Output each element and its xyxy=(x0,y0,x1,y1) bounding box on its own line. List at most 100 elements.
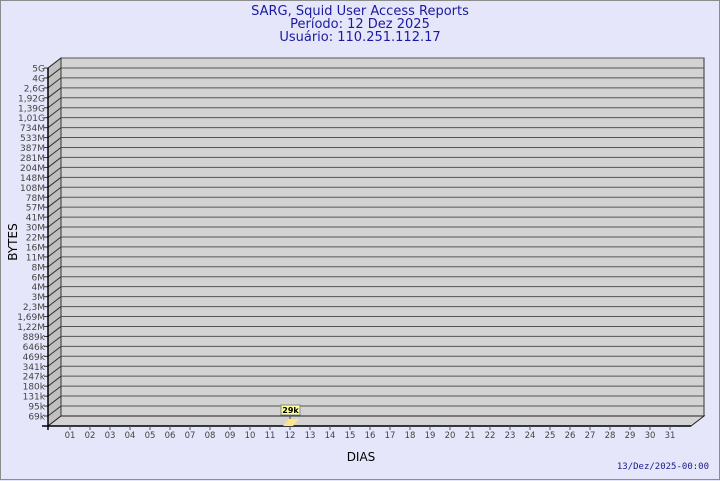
y-tick-label: 57M xyxy=(26,204,45,214)
y-tick-label: 5G xyxy=(32,65,45,75)
y-tick-depth xyxy=(47,166,62,178)
data-bar xyxy=(283,419,299,426)
data-label-box xyxy=(280,404,301,416)
y-tick-label: 646k xyxy=(23,343,46,353)
y-tick-label: 341k xyxy=(23,363,46,373)
y-tick-label: 2,6G xyxy=(24,84,45,94)
y-tick-label: 2,3M xyxy=(23,303,45,313)
x-tick-label: 21 xyxy=(465,431,476,441)
x-tick-label: 09 xyxy=(225,431,236,441)
y-tick-label: 3M xyxy=(32,293,46,303)
x-tick-label: 17 xyxy=(385,431,396,441)
y-tick-label: 131k xyxy=(23,393,46,403)
y-tick-label: 387M xyxy=(20,144,45,154)
y-tick-label: 1,69M xyxy=(17,313,45,323)
y-tick-label: 6M xyxy=(32,273,46,283)
y-tick-label: 41M xyxy=(26,214,45,224)
y-tick-depth xyxy=(47,326,62,337)
x-tick-label: 15 xyxy=(345,431,356,441)
x-tick-label: 04 xyxy=(125,431,136,441)
x-axis-title: DIAS xyxy=(347,450,376,464)
x-tick-label: 10 xyxy=(245,431,256,441)
y-tick-depth xyxy=(47,385,62,397)
x-tick-label: 01 xyxy=(65,431,76,441)
x-tick-label: 06 xyxy=(165,431,176,441)
x-tick-label: 23 xyxy=(505,431,516,441)
y-tick-depth xyxy=(47,117,62,129)
x-tick-label: 25 xyxy=(545,431,556,441)
y-tick-depth xyxy=(47,256,62,268)
y-tick-depth xyxy=(47,365,62,377)
plot-floor xyxy=(46,415,706,427)
y-tick-label: 1,92G xyxy=(18,94,45,104)
y-tick-depth xyxy=(47,296,62,308)
y-tick-depth xyxy=(47,405,62,417)
y-tick-label: 8M xyxy=(32,263,46,273)
x-tick-label: 29 xyxy=(625,431,636,441)
x-tick-label: 07 xyxy=(185,431,196,441)
y-tick-depth xyxy=(47,137,62,148)
y-tick-label: 1,22M xyxy=(17,323,45,333)
y-tick-label: 11M xyxy=(26,253,45,263)
chart-user: Usuário: 110.251.112.17 xyxy=(279,30,441,45)
y-tick-depth xyxy=(47,176,62,188)
y-tick-depth xyxy=(47,147,62,158)
y-tick-depth xyxy=(47,67,62,79)
y-tick-depth xyxy=(47,206,62,218)
y-tick-depth xyxy=(47,87,62,99)
y-tick-label: 1,01G xyxy=(18,114,45,124)
y-tick-label: 281M xyxy=(20,154,45,164)
y-tick-label: 108M xyxy=(20,184,45,194)
x-tick-label: 03 xyxy=(105,431,116,441)
generated-timestamp: 13/Dez/2025-00:00 xyxy=(616,462,709,472)
y-tick-depth xyxy=(47,375,62,387)
y-tick-depth xyxy=(47,276,62,288)
y-tick-label: 180k xyxy=(23,383,46,393)
data-label: 29k xyxy=(282,406,299,415)
y-tick-label: 95k xyxy=(28,403,45,413)
y-tick-depth xyxy=(47,246,62,258)
y-tick-depth xyxy=(47,57,62,69)
y-tick-depth xyxy=(47,266,62,278)
x-tick-label: 12 xyxy=(285,431,296,441)
y-tick-depth xyxy=(47,157,62,168)
y-tick-depth xyxy=(47,316,62,327)
y-tick-depth xyxy=(47,236,62,248)
y-tick-label: 4M xyxy=(32,283,46,293)
x-tick-label: 05 xyxy=(145,431,156,441)
x-tick-label: 30 xyxy=(645,431,656,441)
x-tick-label: 11 xyxy=(265,431,276,441)
y-tick-label: 69k xyxy=(28,413,45,423)
y-tick-label: 22M xyxy=(26,234,45,244)
y-tick-label: 16M xyxy=(26,243,45,253)
y-tick-label: 247k xyxy=(23,373,46,383)
y-tick-label: 148M xyxy=(20,174,45,184)
y-tick-label: 533M xyxy=(20,134,45,144)
y-tick-label: 30M xyxy=(26,224,45,234)
y-tick-depth xyxy=(47,306,62,317)
y-tick-depth xyxy=(47,97,62,109)
x-tick-label: 13 xyxy=(305,431,316,441)
chart-title: SARG, Squid User Access Reports xyxy=(251,4,469,19)
y-tick-label: 734M xyxy=(20,124,45,134)
x-tick-label: 27 xyxy=(585,431,596,441)
y-tick-depth xyxy=(47,186,62,198)
x-tick-label: 22 xyxy=(485,431,496,441)
x-tick-label: 14 xyxy=(325,431,336,441)
y-tick-depth xyxy=(47,226,62,238)
y-tick-label: 78M xyxy=(26,194,45,204)
y-tick-depth xyxy=(47,286,62,298)
y-tick-label: 1,39G xyxy=(18,104,45,114)
y-tick-depth xyxy=(47,107,62,119)
y-tick-label: 204M xyxy=(20,164,45,174)
x-tick-label: 20 xyxy=(445,431,456,441)
y-tick-depth xyxy=(47,216,62,228)
x-tick-label: 08 xyxy=(205,431,216,441)
y-tick-depth xyxy=(47,345,62,357)
y-tick-label: 889k xyxy=(23,333,46,343)
y-tick-depth xyxy=(47,336,62,347)
x-tick-label: 28 xyxy=(605,431,616,441)
y-tick-depth xyxy=(47,395,62,407)
